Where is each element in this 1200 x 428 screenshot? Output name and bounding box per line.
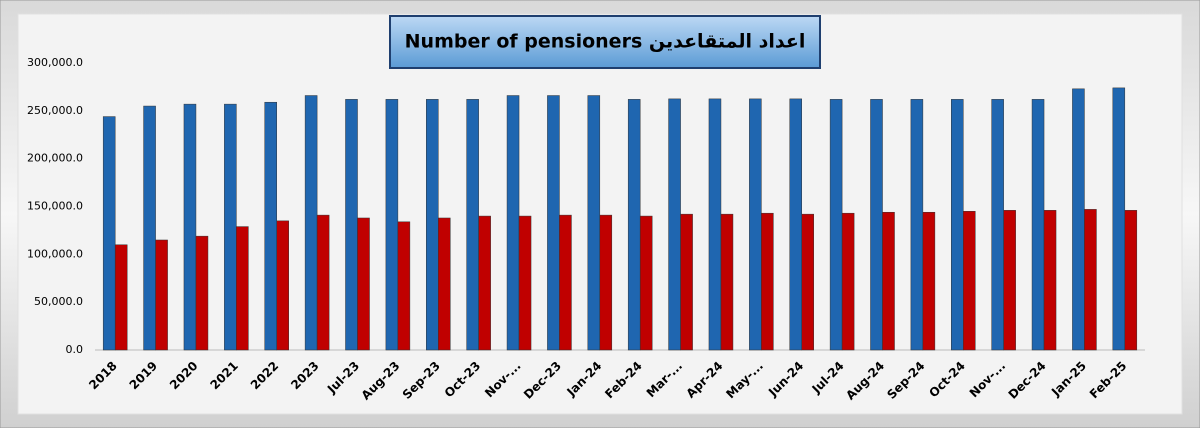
bar — [922, 211, 936, 351]
bar — [236, 226, 249, 351]
bar — [114, 244, 128, 351]
bar — [345, 99, 358, 351]
bar — [708, 98, 722, 351]
y-tick-label: 200,000.0 — [27, 152, 83, 165]
y-tick-label: 100,000.0 — [27, 247, 83, 260]
bar — [195, 235, 209, 351]
y-tick-label: 0.0 — [66, 343, 84, 356]
bar — [357, 217, 370, 351]
bar — [991, 99, 1004, 351]
bar — [102, 116, 116, 351]
bar — [478, 215, 491, 351]
bar — [155, 239, 168, 351]
bar — [599, 214, 613, 351]
bar — [397, 221, 411, 351]
bar — [910, 99, 924, 351]
bar — [668, 98, 681, 351]
title-box — [389, 15, 821, 69]
bar — [841, 212, 855, 351]
bar — [587, 95, 601, 351]
bar — [720, 213, 734, 351]
y-tick-label: 50,000.0 — [34, 295, 83, 308]
bar — [183, 103, 197, 351]
bar — [870, 99, 883, 351]
bar — [1124, 210, 1138, 351]
bar — [264, 101, 277, 351]
bar — [518, 215, 532, 351]
chart-title: Number of pensioners اعداد المتقاعدين — [405, 31, 806, 53]
bar — [1003, 210, 1016, 351]
y-tick-label: 300,000.0 — [27, 56, 83, 69]
y-tick-label: 250,000.0 — [27, 104, 83, 117]
bar — [426, 99, 439, 351]
bar — [1043, 210, 1057, 351]
bar — [466, 99, 479, 351]
bar — [627, 99, 641, 351]
bar — [276, 220, 289, 351]
bar — [829, 99, 843, 351]
bar — [761, 212, 774, 351]
bar — [224, 103, 237, 351]
bar — [639, 215, 653, 351]
bar — [438, 217, 451, 351]
bar — [143, 105, 156, 351]
bar — [385, 99, 399, 351]
bar — [1084, 209, 1097, 351]
bar — [316, 214, 330, 351]
bar — [680, 213, 693, 351]
bar — [789, 98, 802, 351]
bar — [1072, 88, 1085, 351]
bar — [547, 95, 560, 351]
bar — [1112, 87, 1126, 351]
y-tick-label: 150,000.0 — [27, 200, 83, 213]
bar — [882, 211, 895, 351]
bar — [749, 98, 762, 351]
bar — [1031, 99, 1045, 351]
bar — [559, 214, 572, 351]
bar — [801, 213, 814, 351]
bar — [304, 95, 318, 351]
bar — [506, 95, 520, 351]
bar — [951, 99, 964, 351]
bar — [963, 211, 976, 351]
